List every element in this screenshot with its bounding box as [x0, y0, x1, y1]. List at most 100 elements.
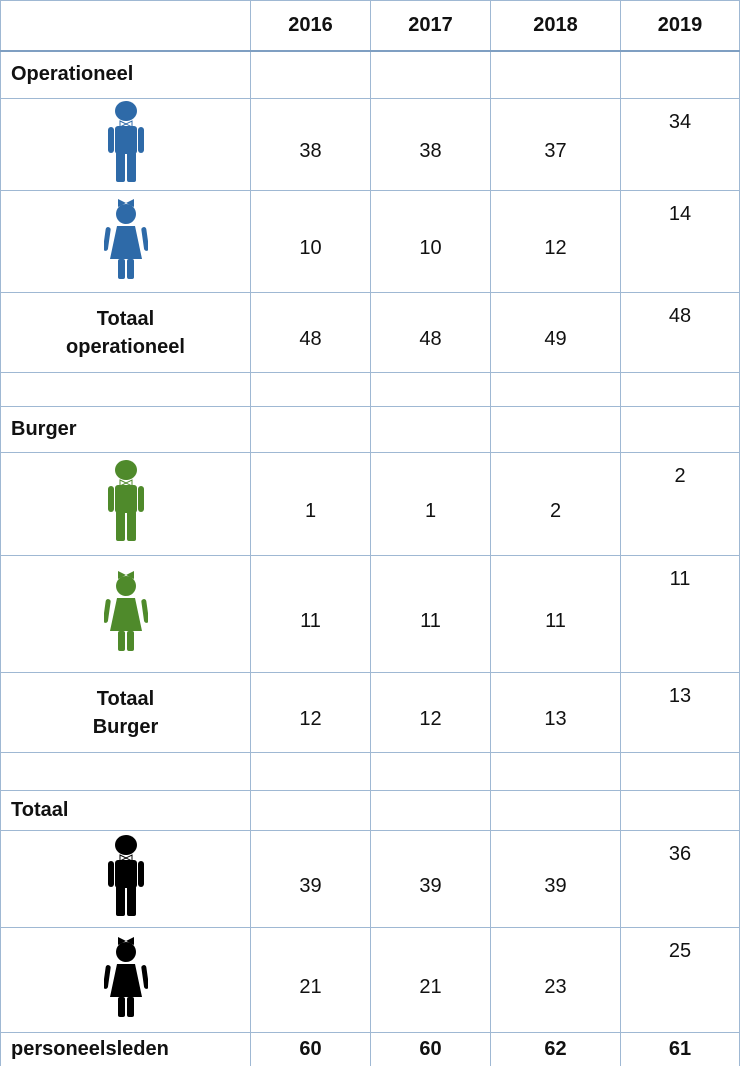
value-cell: 37 — [490, 98, 621, 191]
value-cell: 48 — [620, 292, 740, 373]
value-cell: 61 — [620, 1032, 740, 1066]
value-cell: 14 — [620, 190, 740, 293]
year-header: 2019 — [620, 0, 740, 52]
table-row: 21 21 23 25 — [0, 927, 740, 1033]
value-cell: 11 — [370, 555, 491, 673]
row-label-cell: Totaal Burger — [0, 672, 251, 753]
value-cell: 23 — [490, 927, 621, 1033]
year-header: 2016 — [250, 0, 371, 52]
table-row: Operationeel — [0, 50, 740, 99]
table-row: 11 11 11 11 — [0, 555, 740, 673]
table-row: Burger — [0, 406, 740, 453]
table-row: 2016 2017 2018 2019 — [0, 0, 740, 52]
empty-cell — [250, 790, 371, 831]
spacer-cell — [0, 752, 251, 791]
icon-cell — [0, 190, 251, 293]
value-cell: 12 — [250, 672, 371, 753]
empty-cell — [620, 406, 740, 453]
table-row: Totaal Burger 12 12 13 13 — [0, 672, 740, 753]
value-cell: 39 — [250, 830, 371, 928]
header-cell — [0, 0, 251, 52]
row-label: Totaal operationeel — [66, 307, 185, 358]
value-cell: 62 — [490, 1032, 621, 1066]
spacer-cell — [490, 752, 621, 791]
icon-cell — [0, 830, 251, 928]
value-cell: 2 — [620, 452, 740, 556]
empty-cell — [490, 406, 621, 453]
value-cell: 60 — [370, 1032, 491, 1066]
male-icon — [107, 100, 144, 182]
section-title: Totaal — [0, 790, 251, 831]
value-cell: 11 — [620, 555, 740, 673]
empty-cell — [620, 790, 740, 831]
value-cell: 39 — [370, 830, 491, 928]
value-cell: 2 — [490, 452, 621, 556]
value-cell: 11 — [250, 555, 371, 673]
empty-cell — [620, 50, 740, 99]
table-row — [0, 372, 740, 407]
value-cell: 25 — [620, 927, 740, 1033]
value-cell: 48 — [370, 292, 491, 373]
year-header: 2018 — [490, 0, 621, 52]
table-row — [0, 752, 740, 791]
value-cell: 13 — [490, 672, 621, 753]
value-cell: 12 — [370, 672, 491, 753]
empty-cell — [490, 50, 621, 99]
section-title: Operationeel — [0, 50, 251, 99]
female-icon — [102, 571, 149, 651]
value-cell: 38 — [370, 98, 491, 191]
year-header: 2017 — [370, 0, 491, 52]
value-cell: 38 — [250, 98, 371, 191]
spacer-cell — [620, 752, 740, 791]
value-cell: 1 — [250, 452, 371, 556]
spacer-cell — [0, 372, 251, 407]
male-icon — [107, 835, 144, 916]
spacer-cell — [250, 752, 371, 791]
section-title: Burger — [0, 406, 251, 453]
male-icon — [107, 460, 144, 541]
value-cell: 48 — [250, 292, 371, 373]
empty-cell — [370, 790, 491, 831]
value-cell: 10 — [370, 190, 491, 293]
value-cell: 34 — [620, 98, 740, 191]
value-cell: 49 — [490, 292, 621, 373]
value-cell: 36 — [620, 830, 740, 928]
icon-cell — [0, 452, 251, 556]
row-label-cell: Totaal operationeel — [0, 292, 251, 373]
table-row: 38 38 37 34 — [0, 98, 740, 191]
empty-cell — [250, 50, 371, 99]
spacer-cell — [370, 372, 491, 407]
value-cell: 12 — [490, 190, 621, 293]
value-cell: 39 — [490, 830, 621, 928]
empty-cell — [370, 406, 491, 453]
spacer-cell — [250, 372, 371, 407]
icon-cell — [0, 927, 251, 1033]
value-cell: 60 — [250, 1032, 371, 1066]
empty-cell — [370, 50, 491, 99]
empty-cell — [250, 406, 371, 453]
icon-cell — [0, 98, 251, 191]
empty-cell — [490, 790, 621, 831]
table-row: personeelsleden 60 60 62 61 — [0, 1032, 740, 1066]
value-cell: 21 — [250, 927, 371, 1033]
spacer-cell — [620, 372, 740, 407]
value-cell: 21 — [370, 927, 491, 1033]
table-row: 10 10 12 14 — [0, 190, 740, 293]
table-row: 39 39 39 36 — [0, 830, 740, 928]
value-cell: 10 — [250, 190, 371, 293]
spacer-cell — [490, 372, 621, 407]
table-row: Totaal operationeel 48 48 49 48 — [0, 292, 740, 373]
icon-cell — [0, 555, 251, 673]
row-label: personeelsleden — [0, 1032, 251, 1066]
value-cell: 11 — [490, 555, 621, 673]
spacer-cell — [370, 752, 491, 791]
value-cell: 1 — [370, 452, 491, 556]
table-row: Totaal — [0, 790, 740, 831]
female-icon — [102, 198, 149, 279]
female-icon — [102, 937, 149, 1017]
row-label: Totaal Burger — [92, 687, 159, 738]
